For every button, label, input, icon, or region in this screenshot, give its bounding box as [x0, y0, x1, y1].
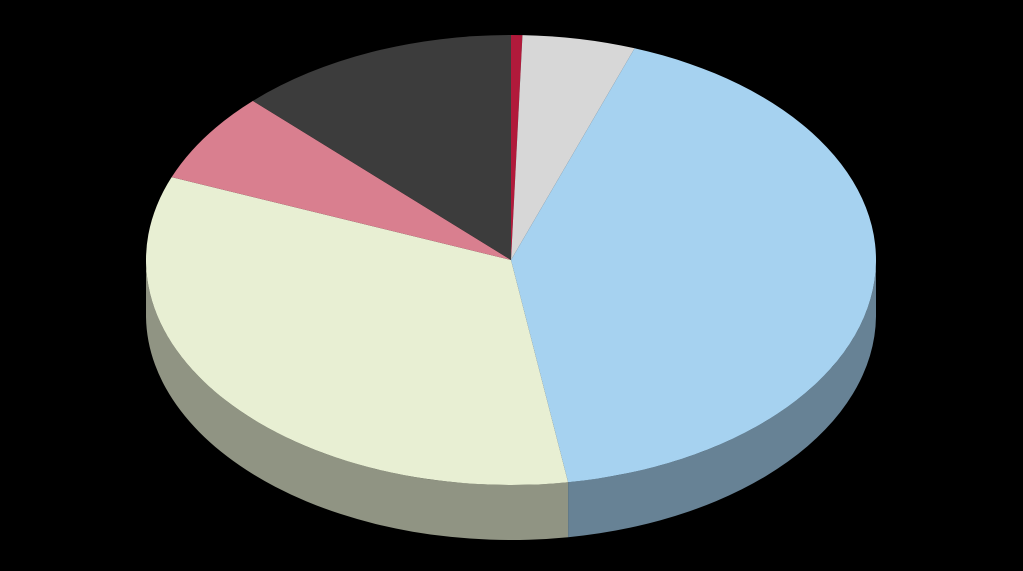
pie-chart-3d — [0, 0, 1023, 571]
